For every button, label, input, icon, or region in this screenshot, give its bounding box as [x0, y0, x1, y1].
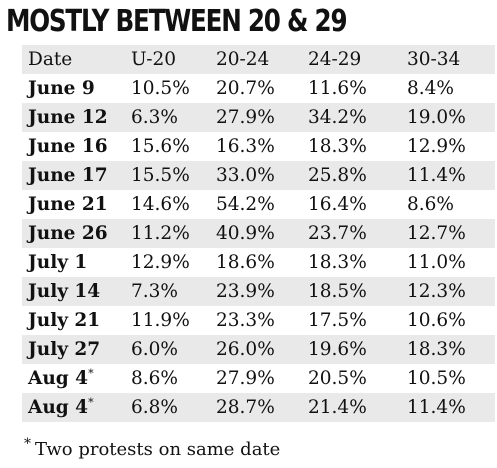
- row-date-text: July 1: [28, 252, 88, 273]
- table-row: Aug 4* 8.6% 27.9% 20.5% 10.5%: [22, 364, 495, 393]
- cell-24-29: 11.6%: [308, 78, 367, 99]
- cell-u20: 14.6%: [131, 194, 190, 215]
- table-title: MOSTLY BETWEEN 20 & 29: [6, 4, 348, 39]
- cell-20-24: 23.9%: [216, 281, 275, 302]
- row-date: June 21: [28, 190, 108, 219]
- cell-30-34: 12.3%: [407, 281, 466, 302]
- row-date-text: July 27: [28, 339, 101, 360]
- row-date-text: June 17: [28, 165, 108, 186]
- cell-30-34: 11.4%: [407, 165, 466, 186]
- table-row: July 1 12.9% 18.6% 18.3% 11.0%: [22, 248, 495, 277]
- table-body: June 9 10.5% 20.7% 11.6% 8.4% June 12 6.3% 27.9…: [22, 74, 495, 422]
- cell-30-34: 12.7%: [407, 223, 466, 244]
- cell-u20: 6.3%: [131, 107, 178, 128]
- row-date-text: July 21: [28, 310, 101, 331]
- cell-30-34: 11.0%: [407, 252, 466, 273]
- row-date: June 17: [28, 161, 108, 190]
- table-row: June 9 10.5% 20.7% 11.6% 8.4%: [22, 74, 495, 103]
- data-table: Date U-20 20-24 24-29 30-34 June 9 10.5% 2…: [22, 45, 495, 422]
- row-date: June 12: [28, 103, 108, 132]
- cell-24-29: 34.2%: [308, 107, 367, 128]
- row-date: July 14: [28, 277, 100, 306]
- cell-u20: 8.6%: [131, 368, 178, 389]
- table-row: June 16 15.6% 16.3% 18.3% 12.9%: [22, 132, 495, 161]
- cell-u20: 6.8%: [131, 397, 178, 418]
- cell-20-24: 28.7%: [216, 397, 275, 418]
- row-date-text: June 12: [28, 107, 108, 128]
- cell-u20: 6.0%: [131, 339, 178, 360]
- column-header-20-24: 20-24: [216, 49, 270, 70]
- cell-20-24: 18.6%: [216, 252, 275, 273]
- table-row: July 14 7.3% 23.9% 18.5% 12.3%: [22, 277, 495, 306]
- cell-30-34: 18.3%: [407, 339, 466, 360]
- column-header-24-29: 24-29: [308, 49, 362, 70]
- table-row: July 27 6.0% 26.0% 19.6% 18.3%: [22, 335, 495, 364]
- cell-24-29: 23.7%: [308, 223, 367, 244]
- cell-20-24: 33.0%: [216, 165, 275, 186]
- row-date-text: June 9: [28, 78, 95, 99]
- cell-24-29: 18.3%: [308, 136, 367, 157]
- row-date: Aug 4*: [28, 364, 94, 393]
- cell-u20: 11.2%: [131, 223, 190, 244]
- cell-20-24: 27.9%: [216, 107, 275, 128]
- cell-20-24: 20.7%: [216, 78, 275, 99]
- cell-24-29: 19.6%: [308, 339, 367, 360]
- row-date: June 16: [28, 132, 108, 161]
- cell-30-34: 10.6%: [407, 310, 466, 331]
- footnote: * Two protests on same date: [24, 437, 280, 463]
- row-date-text: June 26: [28, 223, 108, 244]
- cell-30-34: 8.4%: [407, 78, 454, 99]
- cell-24-29: 21.4%: [308, 397, 367, 418]
- row-date: Aug 4*: [28, 393, 94, 422]
- cell-24-29: 18.5%: [308, 281, 367, 302]
- cell-20-24: 27.9%: [216, 368, 275, 389]
- row-date-text: July 14: [28, 281, 101, 302]
- table-header-row: Date U-20 20-24 24-29 30-34: [22, 45, 495, 74]
- row-date: July 1: [28, 248, 87, 277]
- table-row: Aug 4* 6.8% 28.7% 21.4% 11.4%: [22, 393, 495, 422]
- row-date-text: Aug 4: [28, 397, 89, 418]
- row-date: July 21: [28, 306, 100, 335]
- row-footnote-mark: *: [88, 395, 94, 409]
- cell-20-24: 26.0%: [216, 339, 275, 360]
- cell-30-34: 8.6%: [407, 194, 454, 215]
- cell-20-24: 40.9%: [216, 223, 275, 244]
- row-date-text: Aug 4: [28, 368, 89, 389]
- cell-u20: 10.5%: [131, 78, 190, 99]
- row-date: June 26: [28, 219, 108, 248]
- column-header-date: Date: [28, 49, 73, 70]
- table-row: June 12 6.3% 27.9% 34.2% 19.0%: [22, 103, 495, 132]
- row-date: July 27: [28, 335, 100, 364]
- column-header-30-34: 30-34: [407, 49, 461, 70]
- footnote-mark: *: [24, 436, 31, 452]
- table-row: June 26 11.2% 40.9% 23.7% 12.7%: [22, 219, 495, 248]
- cell-20-24: 54.2%: [216, 194, 275, 215]
- cell-u20: 15.5%: [131, 165, 190, 186]
- cell-24-29: 16.4%: [308, 194, 367, 215]
- cell-30-34: 11.4%: [407, 397, 466, 418]
- cell-u20: 15.6%: [131, 136, 190, 157]
- row-date-text: June 21: [28, 194, 108, 215]
- row-footnote-mark: *: [88, 366, 94, 380]
- cell-20-24: 16.3%: [216, 136, 275, 157]
- row-date: June 9: [28, 74, 95, 103]
- cell-24-29: 20.5%: [308, 368, 367, 389]
- table-row: June 17 15.5% 33.0% 25.8% 11.4%: [22, 161, 495, 190]
- cell-24-29: 25.8%: [308, 165, 367, 186]
- cell-u20: 12.9%: [131, 252, 190, 273]
- cell-24-29: 17.5%: [308, 310, 367, 331]
- table-row: July 21 11.9% 23.3% 17.5% 10.6%: [22, 306, 495, 335]
- cell-u20: 11.9%: [131, 310, 190, 331]
- cell-u20: 7.3%: [131, 281, 178, 302]
- cell-30-34: 19.0%: [407, 107, 466, 128]
- row-date-text: June 16: [28, 136, 108, 157]
- cell-24-29: 18.3%: [308, 252, 367, 273]
- footnote-text: Two protests on same date: [35, 439, 281, 460]
- cell-30-34: 10.5%: [407, 368, 466, 389]
- table-row: June 21 14.6% 54.2% 16.4% 8.6%: [22, 190, 495, 219]
- cell-30-34: 12.9%: [407, 136, 466, 157]
- column-header-u20: U-20: [131, 49, 177, 70]
- cell-20-24: 23.3%: [216, 310, 275, 331]
